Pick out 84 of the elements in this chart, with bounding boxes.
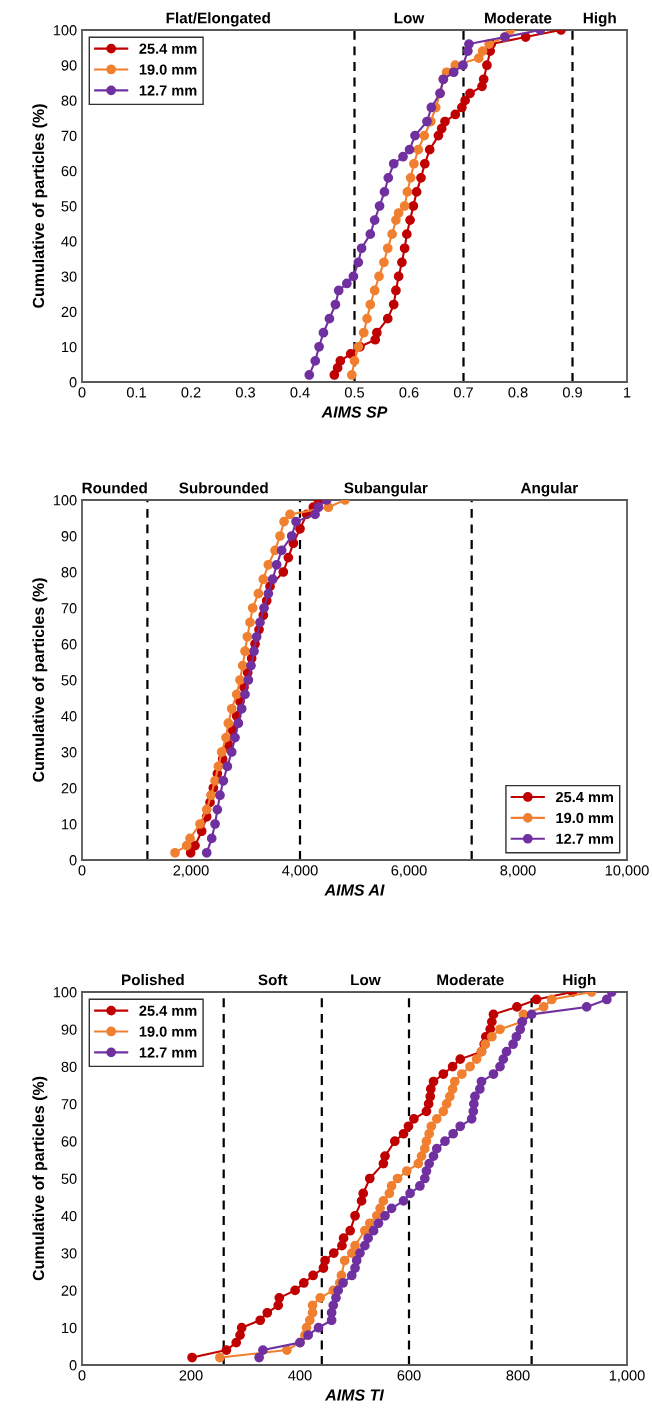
y-axis-title: Cumulative of particles (%) xyxy=(32,1076,48,1281)
x-tick-label: 400 xyxy=(288,1370,312,1381)
x-tick-label: 0.5 xyxy=(344,387,365,398)
legend-label: 12.7 mm xyxy=(139,1047,197,1058)
y-tick-label: 30 xyxy=(61,1248,77,1259)
x-tick-label: 1,000 xyxy=(609,1370,645,1383)
y-tick-label: 20 xyxy=(61,1285,77,1296)
y-tick-label: 90 xyxy=(61,60,77,71)
y-tick-label: 50 xyxy=(61,1173,77,1184)
y-tick-label: 100 xyxy=(53,495,77,506)
y-axis-title: Cumulative of particles (%) xyxy=(32,578,48,782)
text: Subrounded xyxy=(179,482,268,494)
x-tick-label: 10,000 xyxy=(605,865,649,878)
y-tick-label: 10 xyxy=(62,341,77,353)
y-tick-label: 80 xyxy=(61,1061,77,1073)
y-tick-label: 30 xyxy=(61,271,77,282)
y-tick-label: 40 xyxy=(61,236,77,247)
y-tick-label: 60 xyxy=(61,1136,77,1147)
y-tick-label: 40 xyxy=(61,1210,77,1222)
text: Moderate xyxy=(437,974,504,986)
legend-label: 25.4 mm xyxy=(139,1005,197,1016)
text: Angular xyxy=(520,482,578,497)
y-tick-label: 20 xyxy=(61,783,77,794)
text: Polished xyxy=(122,974,184,986)
y-axis-title: Cumulative of particles (%) xyxy=(32,104,48,308)
x-tick-label: 0 xyxy=(78,387,86,398)
y-tick-label: 10 xyxy=(62,819,77,830)
x-tick-label: 0.4 xyxy=(290,387,310,398)
x-axis-title: AIMS AI xyxy=(324,884,385,896)
x-tick-label: 0 xyxy=(78,1370,86,1381)
x-tick-label: 800 xyxy=(506,1370,530,1381)
y-tick-label: 30 xyxy=(61,747,77,758)
x-tick-label: 0.9 xyxy=(562,387,582,398)
y-tick-label: 100 xyxy=(53,987,77,998)
y-tick-label: 70 xyxy=(61,1099,77,1110)
x-tick-label: 600 xyxy=(397,1370,421,1381)
text: Subangular xyxy=(344,482,428,497)
x-axis-title: AIMS TI xyxy=(324,1389,385,1401)
y-tick-label: 40 xyxy=(61,711,77,722)
y-tick-label: 20 xyxy=(61,306,77,318)
legend-label: 25.4 mm xyxy=(556,791,613,803)
y-tick-label: 70 xyxy=(61,130,77,142)
text: High xyxy=(583,12,616,27)
y-tick-label: 0 xyxy=(69,1360,77,1371)
x-tick-label: 200 xyxy=(179,1370,203,1381)
text: Soft xyxy=(258,974,288,986)
x-tick-label: 4,000 xyxy=(282,865,318,878)
text: Low xyxy=(394,12,425,24)
text: Low xyxy=(351,974,381,986)
x-tick-label: 0.3 xyxy=(235,387,255,398)
y-tick-label: 0 xyxy=(69,377,77,388)
legend-label: 12.7 mm xyxy=(556,833,613,844)
y-tick-label: 80 xyxy=(61,567,77,578)
y-tick-label: 70 xyxy=(61,603,77,614)
legend-label: 25.4 mm xyxy=(139,43,197,54)
y-tick-label: 50 xyxy=(61,675,77,686)
x-tick-label: 0.1 xyxy=(126,387,146,398)
text: High xyxy=(563,973,596,989)
y-tick-label: 100 xyxy=(53,25,77,36)
x-tick-label: 0.2 xyxy=(181,387,201,398)
x-axis-title: AIMS SP xyxy=(321,406,388,418)
y-tick-label: 90 xyxy=(61,531,77,542)
y-tick-label: 50 xyxy=(61,201,77,212)
y-tick-label: 0 xyxy=(69,855,77,866)
y-tick-label: 90 xyxy=(61,1024,77,1035)
text: Moderate xyxy=(485,12,552,24)
x-tick-label: 1 xyxy=(624,387,631,398)
y-tick-label: 60 xyxy=(61,639,77,650)
x-tick-label: 0.8 xyxy=(508,387,528,398)
legend-label: 19.0 mm xyxy=(139,1026,197,1037)
legend-label: 19.0 mm xyxy=(556,812,613,824)
y-tick-label: 60 xyxy=(61,165,77,177)
legend-label: 12.7 mm xyxy=(139,85,197,96)
x-tick-label: 2,000 xyxy=(173,865,209,878)
text: Flat/Elongated xyxy=(166,12,270,27)
x-tick-label: 0.6 xyxy=(399,387,419,398)
x-tick-label: 6,000 xyxy=(391,865,427,878)
x-tick-label: 8,000 xyxy=(500,865,536,878)
legend-label: 19.0 mm xyxy=(139,64,197,75)
y-tick-label: 80 xyxy=(61,95,77,106)
y-tick-label: 10 xyxy=(62,1322,77,1334)
text: Rounded xyxy=(82,482,147,494)
x-tick-label: 0.7 xyxy=(453,387,473,398)
x-tick-label: 0 xyxy=(78,865,86,876)
